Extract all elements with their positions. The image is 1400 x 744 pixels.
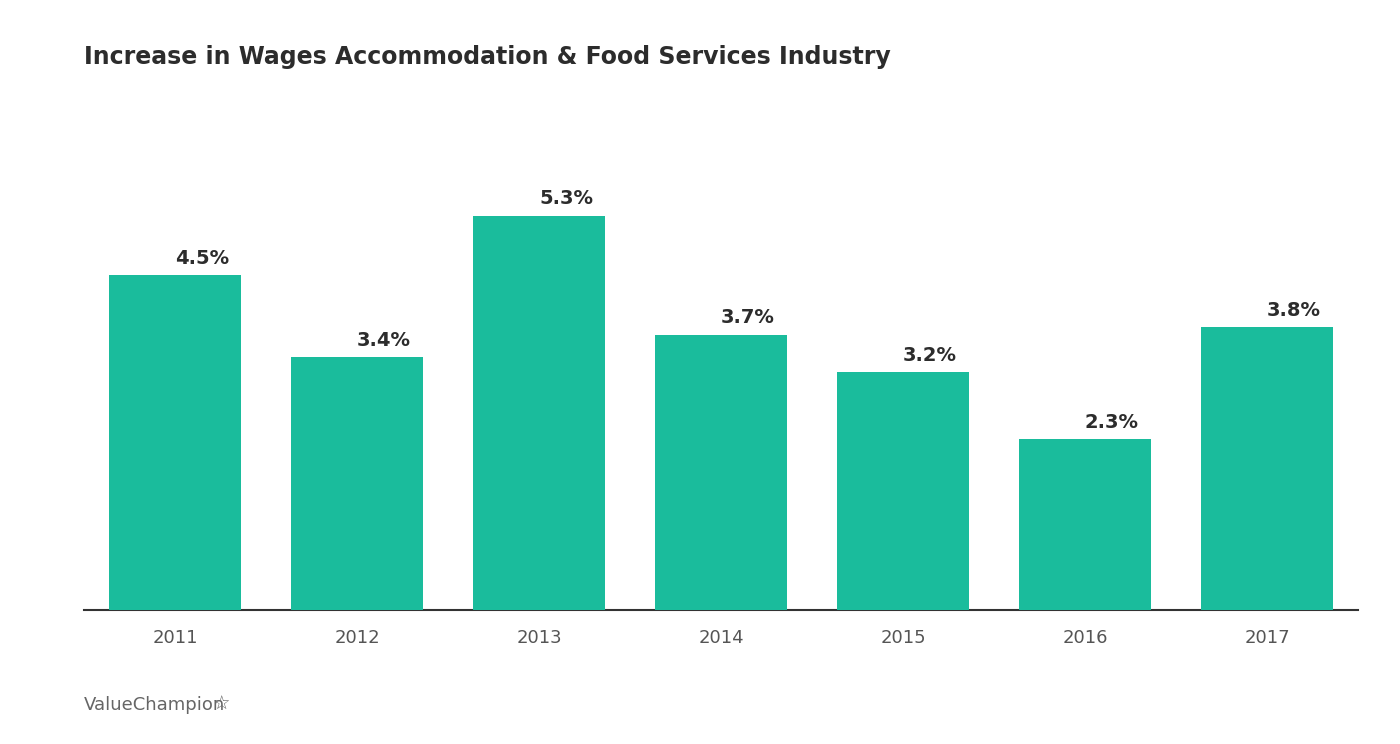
Text: 5.3%: 5.3% — [539, 189, 594, 208]
Text: ☆: ☆ — [213, 695, 230, 714]
Text: 3.4%: 3.4% — [357, 330, 412, 350]
Text: ValueChampion: ValueChampion — [84, 696, 225, 714]
Text: Increase in Wages Accommodation & Food Services Industry: Increase in Wages Accommodation & Food S… — [84, 45, 890, 68]
Text: 3.7%: 3.7% — [721, 308, 774, 327]
Bar — [655, 335, 787, 610]
Bar — [1019, 439, 1151, 610]
Text: 4.5%: 4.5% — [175, 248, 230, 268]
Bar — [1201, 327, 1333, 610]
Text: 2.3%: 2.3% — [1085, 412, 1140, 432]
Text: 3.8%: 3.8% — [1267, 301, 1322, 320]
Bar — [291, 357, 423, 610]
Bar — [473, 216, 605, 610]
Bar — [109, 275, 241, 610]
Text: 3.2%: 3.2% — [903, 345, 958, 365]
Bar — [837, 372, 969, 610]
